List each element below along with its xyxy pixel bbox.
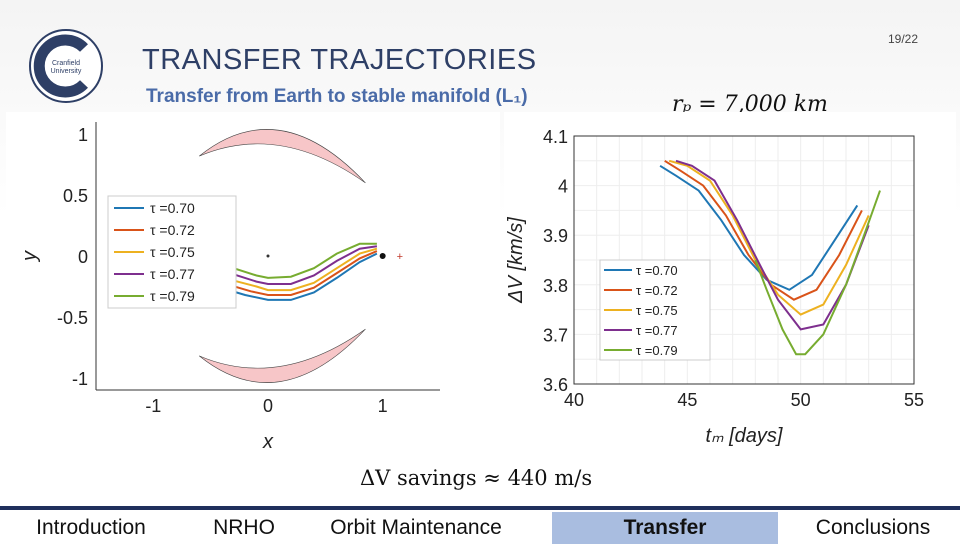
lower-manifold-region [199, 328, 366, 383]
deltav-line-0 [659, 164, 859, 291]
legend-entry-3: τ =0.77 [636, 323, 678, 338]
nav-conclusions[interactable]: Conclusions [815, 516, 931, 539]
y-tick-label: 3.7 [543, 325, 568, 345]
earth-marker [266, 254, 270, 258]
y-axis-label: ΔV [km/s] [505, 217, 527, 304]
slide-title: TRANSFER TRAJECTORIES [142, 44, 537, 76]
legend-entry-4: τ =0.79 [636, 343, 678, 358]
y-tick-label: 0.5 [63, 186, 88, 206]
y-tick-label: 3.8 [543, 276, 568, 296]
x-tick-label: 55 [904, 390, 924, 410]
x-axis-label: tₘ [days] [706, 425, 783, 447]
deltav-plot: 40 45 50 55 4.1 4 3.9 3.8 3.7 3.6 tₘ [days] ΔV [km/… [505, 127, 924, 447]
y-tick-label: 0 [78, 247, 88, 267]
x-tick-label: 40 [564, 390, 584, 410]
x-tick-label: 45 [677, 390, 697, 410]
trajectory-plot: + -1 0 1 1 0.5 0 -0.5 -1 x y τ =0.70 τ =0.72 τ =0.75 τ… [19, 122, 440, 453]
legend-entry-0: τ =0.70 [636, 263, 678, 278]
deltav-line-3 [675, 159, 870, 331]
page-number: 19/22 [888, 32, 919, 46]
section-nav-bar: Introduction NRHO Orbit Maintenance Tran… [0, 506, 960, 544]
legend-entry-1: τ =0.72 [636, 283, 678, 298]
y-tick-label: -0.5 [57, 308, 88, 328]
l2-marker: + [397, 251, 403, 263]
moon-marker [379, 253, 386, 259]
legend-entry-1: τ =0.72 [150, 222, 195, 238]
cranfield-logo: Cranfield University [29, 29, 103, 103]
y-tick-label: 1 [78, 125, 88, 145]
y-axis-label: y [19, 250, 41, 263]
logo-text-line1: Cranfield [52, 60, 80, 67]
nav-introduction[interactable]: Introduction [36, 516, 146, 539]
plot-frame [573, 135, 915, 385]
x-tick-label: 50 [791, 390, 811, 410]
legend-entry-2: τ =0.75 [150, 244, 195, 260]
x-tick-label: 1 [378, 396, 388, 416]
deltav-savings-label: ΔV savings ≈ 440 m/s [360, 466, 593, 490]
deltav-line-4 [754, 190, 881, 356]
legend-entry-2: τ =0.75 [636, 303, 678, 318]
y-tick-label: 4 [558, 177, 568, 197]
legend-entry-3: τ =0.77 [150, 266, 195, 282]
y-tick-label: 4.1 [543, 127, 568, 147]
y-tick-label: 3.9 [543, 226, 568, 246]
legend-entry-0: τ =0.70 [150, 200, 195, 216]
y-tick-label: -1 [72, 369, 88, 389]
slide-subtitle: Transfer from Earth to stable manifold (… [146, 86, 528, 107]
x-axis-label: x [262, 431, 274, 450]
legend-entry-4: τ =0.79 [150, 288, 195, 304]
logo-text-line2: University [51, 68, 82, 75]
x-tick-label: 0 [263, 396, 273, 416]
nav-transfer[interactable]: Transfer [552, 512, 778, 544]
trajectory-plot-panel: + -1 0 1 1 0.5 0 -0.5 -1 x y τ =0.70 τ =0.72 τ =0.75 τ… [6, 112, 500, 453]
upper-manifold-region [199, 129, 366, 184]
x-tick-label: -1 [145, 396, 161, 416]
nav-orbit-maintenance[interactable]: Orbit Maintenance [330, 516, 502, 539]
y-tick-label: 3.6 [543, 375, 568, 395]
nav-nrho[interactable]: NRHO [213, 516, 275, 539]
deltav-plot-panel: 40 45 50 55 4.1 4 3.9 3.8 3.7 3.6 tₘ [days] ΔV [km/… [504, 112, 956, 450]
